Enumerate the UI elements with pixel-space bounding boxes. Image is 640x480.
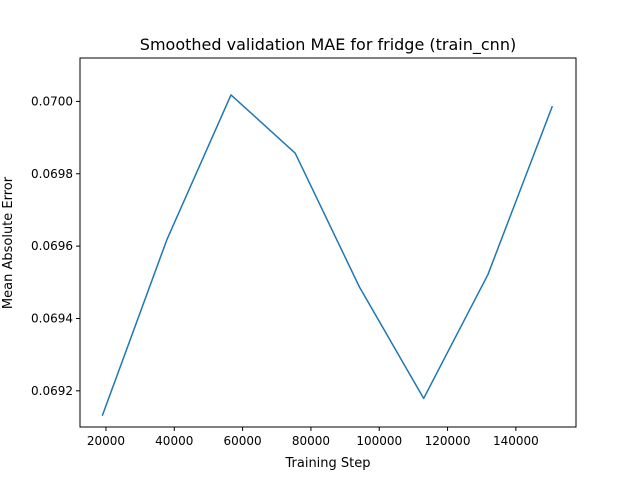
x-axis-label: Training Step xyxy=(284,456,370,471)
y-tick-label: 0.0700 xyxy=(31,94,73,108)
y-tick-label: 0.0696 xyxy=(31,239,73,253)
series-line-0 xyxy=(101,94,554,417)
plot-area: 20000 40000 60000 80000 100000 120000 140000 0.… xyxy=(31,57,577,448)
chart-title: Smoothed validation MAE for fridge (trai… xyxy=(140,35,516,55)
y-tick-label: 0.0694 xyxy=(31,311,73,325)
y-tick-label: 0.0698 xyxy=(31,167,73,181)
x-tick-label: 140000 xyxy=(493,434,539,448)
x-tick-label: 120000 xyxy=(425,434,471,448)
axes-frame xyxy=(79,57,577,428)
x-tick-label: 20000 xyxy=(87,434,125,448)
x-tick-label: 80000 xyxy=(292,434,330,448)
y-axis-label: Mean Absolute Error xyxy=(1,176,16,309)
y-tick-label: 0.0692 xyxy=(31,384,73,398)
x-tick-label: 40000 xyxy=(155,434,193,448)
x-tick-label: 100000 xyxy=(356,434,402,448)
x-tick-label: 60000 xyxy=(224,434,262,448)
